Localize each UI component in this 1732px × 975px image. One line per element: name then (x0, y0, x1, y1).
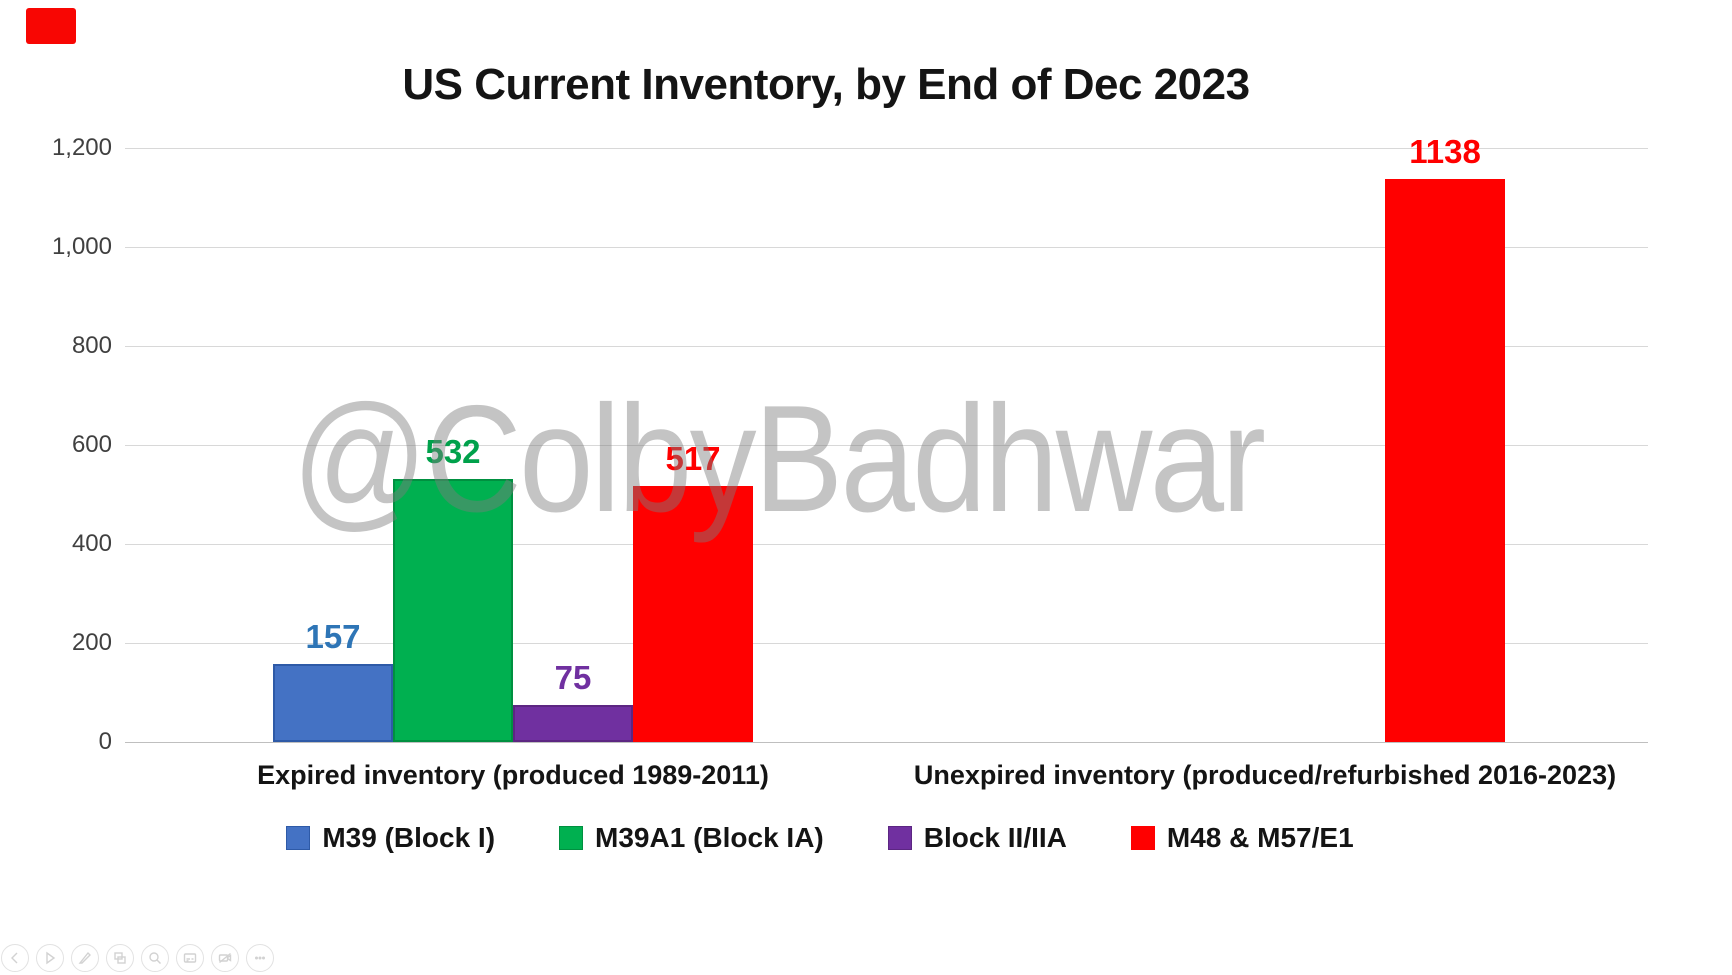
x-axis-category-label: Expired inventory (produced 1989-2011) (257, 760, 769, 790)
gridline (125, 742, 1648, 743)
gridline (125, 346, 1648, 347)
legend-item: M39A1 (Block IA) (559, 822, 824, 854)
recording-indicator (26, 8, 76, 44)
legend-swatch-icon (1130, 826, 1155, 850)
chevron-left-icon (11, 952, 18, 964)
data-label: 157 (305, 618, 361, 655)
chart-legend: M39 (Block I) M39A1 (Block IA) Block II/II… (0, 822, 1640, 854)
magnifier-icon (149, 952, 161, 964)
ellipsis-icon (255, 956, 265, 960)
see-all-slides-button[interactable] (106, 944, 134, 972)
data-label: 532 (425, 433, 481, 470)
y-axis-tick-label: 1,000 (51, 233, 112, 260)
legend-label: M39A1 (Block IA) (595, 822, 824, 853)
legend-label: M48 & M57/E1 (1166, 822, 1354, 853)
bar-block-ii-iia (513, 705, 633, 742)
y-axis-tick-label: 800 (71, 332, 112, 359)
y-axis-tick-label: 200 (71, 629, 112, 656)
captions-icon (183, 953, 197, 963)
chart-title: US Current Inventory, by End of Dec 2023 (402, 60, 1250, 109)
legend-item: M39 (Block I) (286, 822, 495, 854)
presenter-toolbar (1, 944, 274, 972)
data-label: 517 (665, 440, 721, 477)
y-axis-tick-label: 600 (71, 431, 112, 458)
gridline (125, 643, 1648, 644)
camera-off-icon (218, 952, 232, 964)
next-slide-button[interactable] (36, 944, 64, 972)
more-options-button[interactable] (246, 944, 274, 972)
y-axis-tick-label: 400 (71, 530, 112, 557)
zoom-button[interactable] (141, 944, 169, 972)
play-icon (46, 951, 56, 965)
bar-m48-m57-e1 (1385, 179, 1505, 742)
slides-grid-icon (114, 952, 126, 964)
bar-m39a1-block-ia- (393, 479, 513, 742)
gridline (125, 445, 1648, 446)
y-axis-tick-label: 0 (98, 728, 112, 755)
pen-icon (78, 951, 91, 964)
pen-tools-button[interactable] (71, 944, 99, 972)
legend-swatch-icon (559, 826, 584, 850)
bar-m48-m57-e1 (633, 486, 753, 742)
legend-label: Block II/IIA (923, 822, 1067, 853)
data-label: 75 (554, 659, 592, 696)
gridline (125, 148, 1648, 149)
subtitles-button[interactable] (176, 944, 204, 972)
x-axis-category-label: Unexpired inventory (produced/refurbishe… (913, 760, 1617, 790)
gridline (125, 544, 1648, 545)
gridline (125, 247, 1648, 248)
camera-toggle-button[interactable] (211, 944, 239, 972)
data-label: 1138 (1409, 133, 1481, 170)
legend-item: Block II/IIA (887, 822, 1067, 854)
legend-item: M48 & M57/E1 (1130, 822, 1354, 854)
previous-slide-button[interactable] (1, 944, 29, 972)
bar-m39-block-i- (273, 664, 393, 742)
legend-swatch-icon (286, 826, 311, 850)
y-axis-tick-label: 1,200 (51, 134, 112, 161)
legend-swatch-icon (887, 826, 912, 850)
legend-label: M39 (Block I) (322, 822, 496, 853)
